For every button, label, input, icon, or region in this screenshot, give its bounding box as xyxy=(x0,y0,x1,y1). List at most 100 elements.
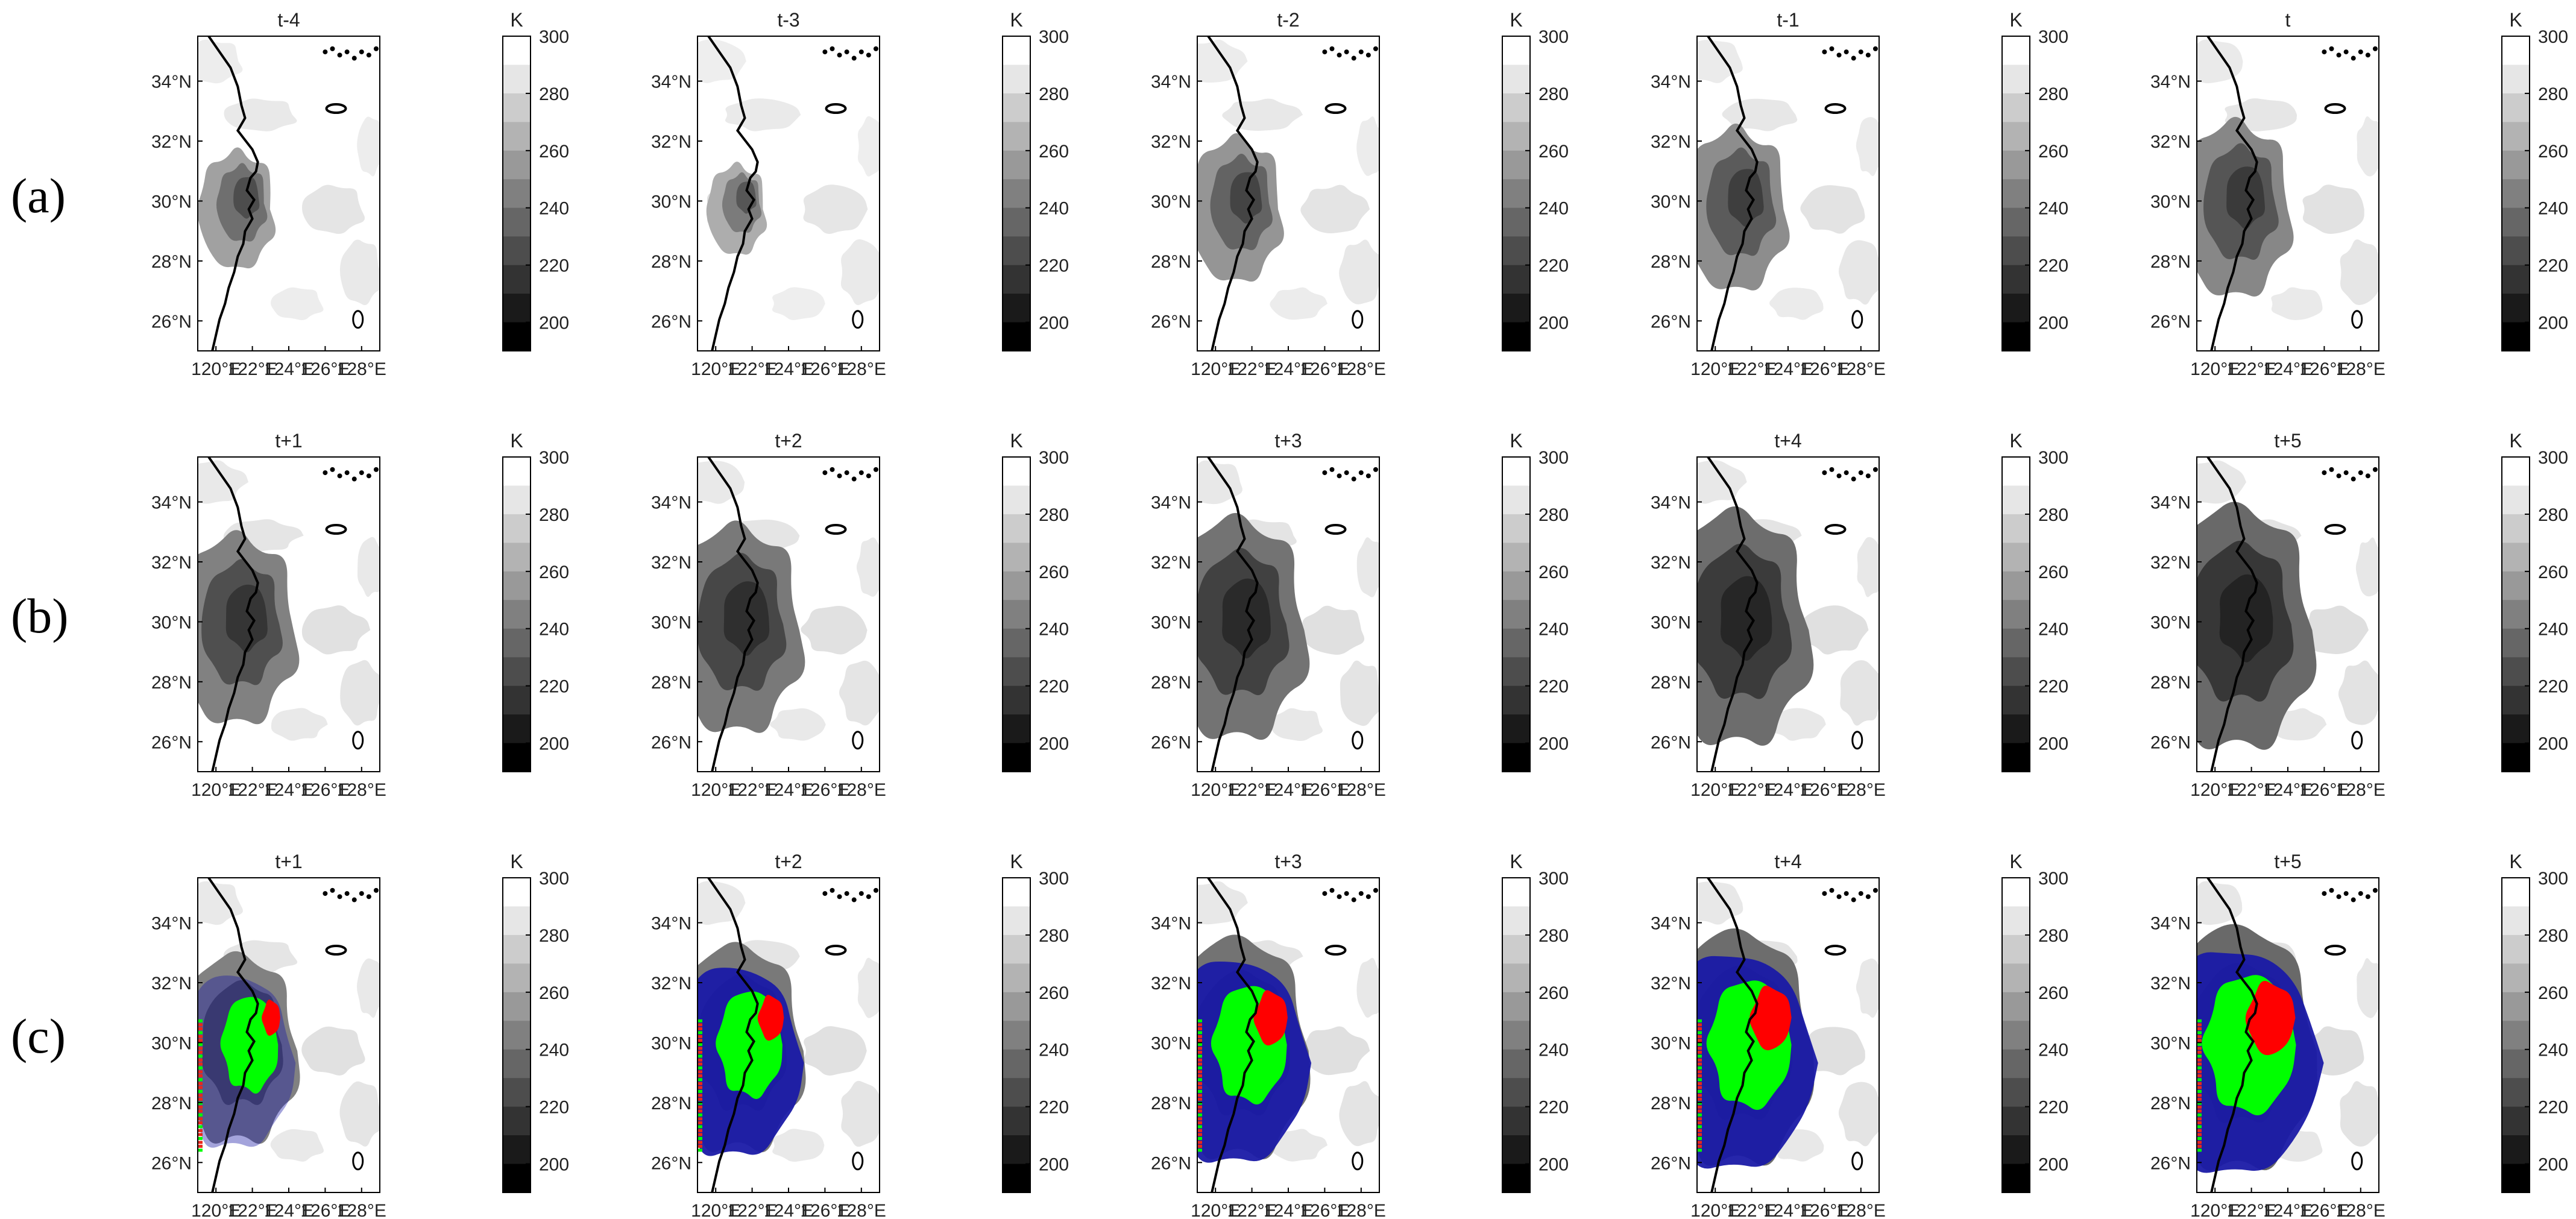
island xyxy=(1865,894,1871,899)
convective-system-core xyxy=(2226,166,2266,229)
colorbar-segment xyxy=(2502,878,2530,907)
y-tick-label: 30°N xyxy=(1651,1033,1691,1053)
cloud-patch xyxy=(1838,1082,1879,1147)
map-area xyxy=(1697,36,1879,351)
colorbar-segment xyxy=(1502,992,1530,1021)
overlay-edge-mark xyxy=(1697,1148,1702,1152)
x-tick-label: 120°E xyxy=(191,780,241,800)
cloud-patch xyxy=(1197,881,1248,925)
cloud-patch xyxy=(2197,460,2246,504)
colorbar-segment xyxy=(1502,685,1530,715)
cloud-patch xyxy=(841,1080,880,1147)
overlay-edge-mark xyxy=(2197,1078,2202,1082)
island xyxy=(2343,49,2349,55)
cloud-patch xyxy=(772,1129,825,1162)
x-tick-label: 128°E xyxy=(1337,1201,1386,1219)
island xyxy=(873,46,878,51)
island xyxy=(1858,470,1863,476)
island-outline xyxy=(825,103,847,115)
y-tick-label: 28°N xyxy=(651,673,691,693)
colorbar-tick-label: 280 xyxy=(539,84,569,104)
island-outline xyxy=(825,524,847,535)
colorbar-segment xyxy=(2502,543,2530,572)
y-tick-label: 28°N xyxy=(1151,673,1191,693)
colorbar-tick-label: 280 xyxy=(2538,926,2568,946)
coastline xyxy=(207,878,259,1192)
y-tick-label: 32°N xyxy=(651,974,691,994)
overlay-edge-mark xyxy=(698,1113,702,1117)
panel-title: t-4 xyxy=(277,9,300,31)
y-tick-label: 34°N xyxy=(2150,493,2191,513)
colorbar-segment xyxy=(503,265,531,294)
x-tick-label: 124°E xyxy=(1264,780,1313,800)
island xyxy=(822,49,828,55)
colorbar-tick-label: 240 xyxy=(2538,620,2568,640)
x-tick-label: 122°E xyxy=(1727,780,1777,800)
panel-title: t-2 xyxy=(1277,9,1299,31)
island-outline xyxy=(2351,1151,2363,1171)
overlay-edge-mark xyxy=(198,1097,203,1101)
colorbar-tick-label: 260 xyxy=(1039,562,1069,582)
overlay-edge-mark xyxy=(2197,1027,2202,1030)
row-label-a: (a) xyxy=(11,168,66,223)
colorbar-tick-label: 260 xyxy=(539,142,569,162)
overlay-edge-mark xyxy=(1197,1027,1202,1030)
colorbar-segment xyxy=(2502,457,2530,487)
overlay-edge-mark xyxy=(1197,1133,1202,1136)
overlay-edge-mark xyxy=(1197,1062,1202,1066)
y-tick-label: 32°N xyxy=(1651,553,1691,573)
island xyxy=(330,46,335,51)
x-tick-label: 124°E xyxy=(264,359,313,379)
cloud-patch xyxy=(340,660,380,726)
overlay-edge-mark xyxy=(2197,1089,2202,1093)
y-tick-label: 34°N xyxy=(151,493,192,513)
colorbar-segment xyxy=(503,963,531,993)
island xyxy=(1851,55,1856,61)
island xyxy=(1836,52,1842,58)
colorbar-segment xyxy=(503,1164,531,1193)
overlay-edge-mark xyxy=(198,1125,203,1129)
overlay-edge-mark xyxy=(1197,1117,1202,1121)
overlay-edge-mark xyxy=(198,1019,203,1022)
overlay-edge-mark xyxy=(2197,1086,2202,1089)
overlay-edge-mark xyxy=(698,1105,702,1109)
x-tick-label: 128°E xyxy=(337,780,386,800)
island-outline xyxy=(325,524,347,535)
colorbar-segment xyxy=(503,36,531,66)
colorbar-tick-label: 240 xyxy=(1538,1041,1569,1060)
y-tick-label: 30°N xyxy=(1151,1033,1191,1053)
colorbar-tick-label: 280 xyxy=(1538,84,1569,104)
overlay-edge-mark xyxy=(2197,1070,2202,1074)
colorbar-segment xyxy=(1502,457,1530,487)
colorbar-tick-label: 220 xyxy=(539,1098,569,1118)
overlay-edge-mark xyxy=(1197,1082,1202,1085)
x-tick-label: 124°E xyxy=(1763,359,1813,379)
colorbar-segment xyxy=(2002,207,2030,237)
x-tick-label: 124°E xyxy=(264,1201,313,1219)
y-tick-label: 30°N xyxy=(151,1033,192,1053)
x-tick-label: 120°E xyxy=(2190,780,2240,800)
coastline xyxy=(707,878,759,1192)
overlay-edge-mark xyxy=(1197,1047,1202,1050)
colorbar-segment xyxy=(2002,36,2030,66)
colorbar-segment xyxy=(1003,1021,1030,1050)
colorbar-frame xyxy=(2001,36,2030,351)
overlay-edge-mark xyxy=(1697,1089,1702,1093)
overlay-edge-mark xyxy=(1197,1148,1202,1152)
colorbar-tick-label: 280 xyxy=(2038,505,2068,525)
colorbar-segment xyxy=(2002,906,2030,936)
overlay-edge-mark xyxy=(2197,1031,2202,1035)
map-area xyxy=(698,878,880,1192)
cloud-patch xyxy=(840,239,880,306)
colorbar-segment xyxy=(2502,743,2530,772)
cloud-patch xyxy=(857,957,880,1018)
colorbar-tick-label: 220 xyxy=(1039,256,1069,276)
x-tick-label: 122°E xyxy=(2227,1201,2276,1219)
colorbar-segment xyxy=(1502,934,1530,964)
colorbar-tick-label: 280 xyxy=(2038,84,2068,104)
island xyxy=(1351,55,1356,61)
x-tick-label: 128°E xyxy=(1337,780,1386,800)
overlay-edge-mark xyxy=(198,1074,203,1077)
row-label-b: (b) xyxy=(11,588,69,643)
